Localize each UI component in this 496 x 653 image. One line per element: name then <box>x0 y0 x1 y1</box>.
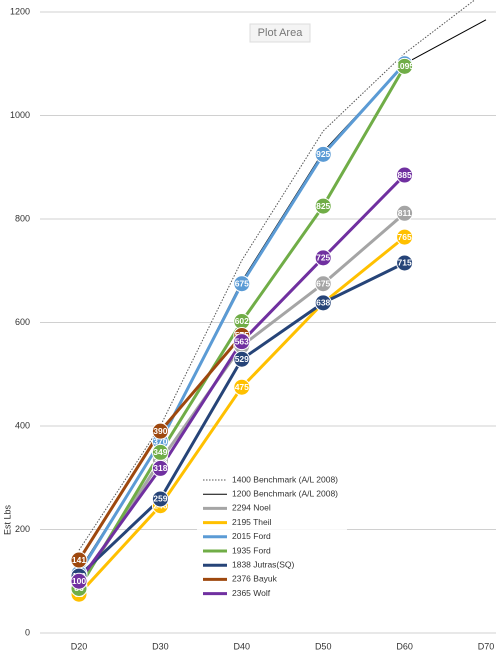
data-point <box>314 197 332 215</box>
data-label: 602 <box>235 316 249 326</box>
legend-label: 1200 Benchmark (A/L 2008) <box>232 488 338 498</box>
data-point <box>151 459 169 477</box>
legend-label: 2294 Noel <box>232 503 271 513</box>
data-label: 885 <box>398 170 412 180</box>
data-point <box>233 275 251 293</box>
data-label: 563 <box>235 336 249 346</box>
data-point <box>233 350 251 368</box>
data-label: 715 <box>398 258 412 268</box>
legend-label: 1400 Benchmark (A/L 2008) <box>232 474 338 484</box>
x-tick-label: D70 <box>478 641 495 651</box>
y-tick-label: 200 <box>15 524 30 534</box>
data-point <box>314 294 332 312</box>
data-label: 349 <box>153 447 167 457</box>
legend-label: 2376 Bayuk <box>232 574 278 584</box>
data-label: 675 <box>235 278 249 288</box>
data-point <box>70 572 88 590</box>
data-point <box>396 57 414 75</box>
data-label: 811 <box>398 208 412 218</box>
data-label: 765 <box>398 232 412 242</box>
data-label: 925 <box>316 149 330 159</box>
data-label: 1095 <box>395 61 414 71</box>
data-point <box>314 275 332 293</box>
series-line <box>78 0 476 551</box>
x-tick-label: D40 <box>234 641 251 651</box>
data-point <box>151 422 169 440</box>
data-point <box>314 249 332 267</box>
y-tick-label: 800 <box>15 213 30 223</box>
data-label: 638 <box>316 298 330 308</box>
x-tick-label: D60 <box>396 641 413 651</box>
data-label: 259 <box>153 494 167 504</box>
data-point <box>314 145 332 163</box>
legend-label: 1838 Jutras(SQ) <box>232 559 295 569</box>
x-tick-label: D30 <box>152 641 169 651</box>
data-label: 725 <box>316 253 330 263</box>
legend-label: 1935 Ford <box>232 545 271 555</box>
y-axis-label: Est Lbs <box>2 504 12 535</box>
y-tick-label: 1000 <box>10 110 30 120</box>
data-point <box>396 166 414 184</box>
y-tick-label: 0 <box>25 627 30 637</box>
data-point <box>233 333 251 351</box>
data-label: 318 <box>153 463 167 473</box>
data-label: 390 <box>153 426 167 436</box>
data-point <box>151 490 169 508</box>
data-point <box>396 204 414 222</box>
annotation-box <box>249 23 311 43</box>
data-point <box>70 551 88 569</box>
legend-label: 2015 Ford <box>232 531 271 541</box>
annotation: Plot Area <box>258 27 304 39</box>
y-tick-label: 1200 <box>10 6 30 16</box>
y-tick-label: 400 <box>15 420 30 430</box>
legend-label: 2365 Wolf <box>232 588 271 598</box>
data-label: 475 <box>235 382 249 392</box>
data-label: 825 <box>316 201 330 211</box>
legend-label: 2195 Theil <box>232 517 272 527</box>
data-point <box>396 228 414 246</box>
data-point <box>233 378 251 396</box>
data-label: 370 <box>153 436 167 446</box>
data-label: 100 <box>72 576 86 586</box>
x-tick-label: D50 <box>315 641 332 651</box>
x-tick-label: D20 <box>71 641 88 651</box>
data-label: 529 <box>235 354 249 364</box>
data-label: 141 <box>72 555 86 565</box>
data-label: 675 <box>316 278 330 288</box>
y-tick-label: 600 <box>15 317 30 327</box>
data-point <box>396 254 414 272</box>
